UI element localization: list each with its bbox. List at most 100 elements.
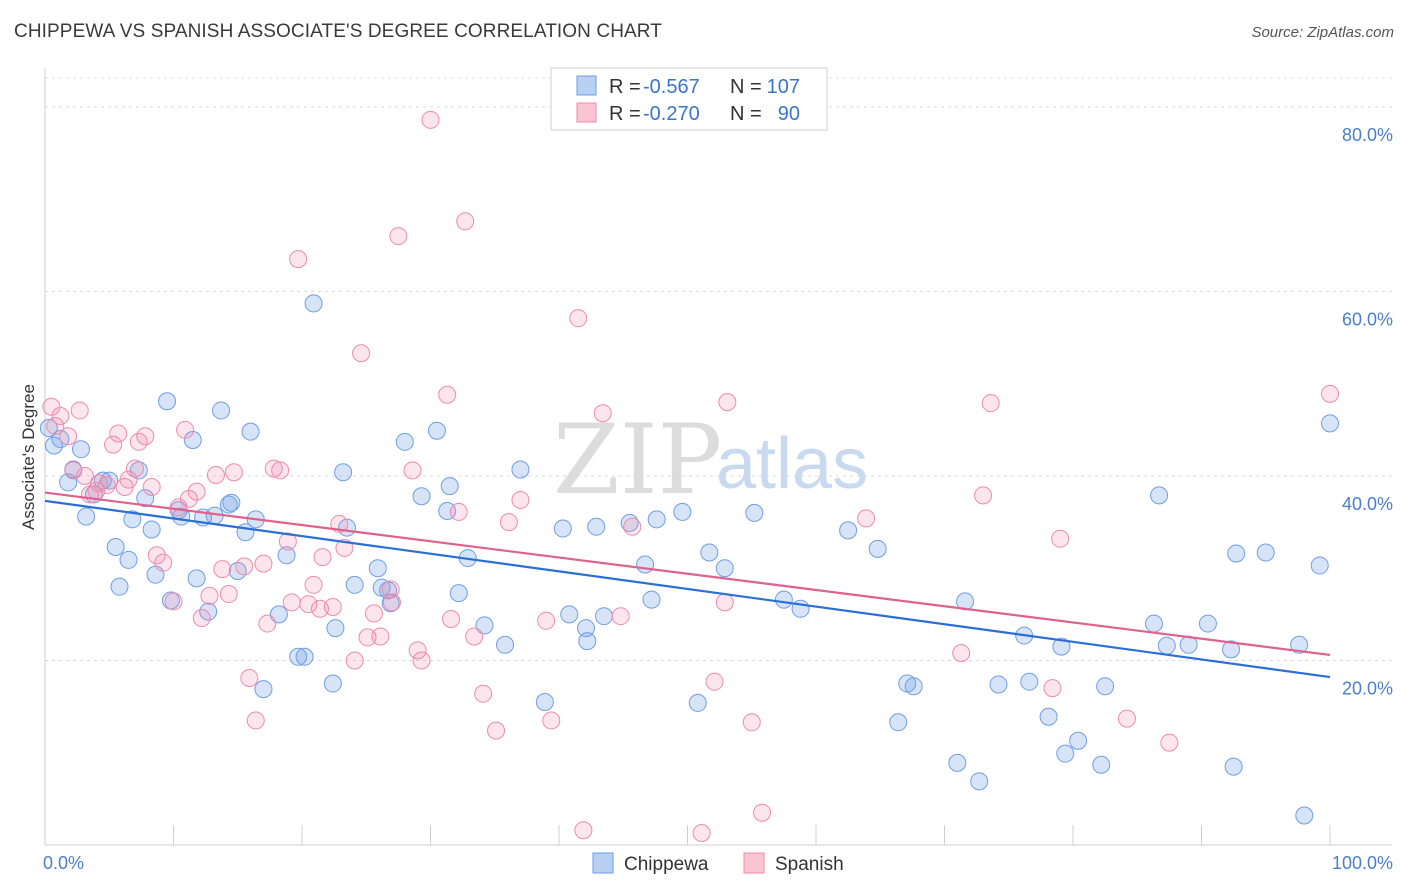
spanish-point [952,644,971,663]
legend: R = -0.567 N = 107 R = -0.270 N = 90 [550,67,828,131]
chippewa-point [106,537,125,556]
chippewa-point [100,471,119,490]
chippewa-point [553,519,572,538]
chippewa-point [123,510,142,529]
spanish-point [289,250,308,269]
chippewa-trend-line [44,499,1331,679]
spanish-point [278,532,297,551]
bottom-legend-swatch-spanish [743,852,765,874]
chart-title: CHIPPEWA VS SPANISH ASSOCIATE'S DEGREE C… [14,21,662,42]
spanish-point [358,628,377,647]
chippewa-point [1020,672,1039,691]
spanish-point [154,553,173,572]
legend-r-value-chippewa: -0.567 [643,76,700,98]
spanish-point [569,309,588,328]
chippewa-point [989,675,1008,694]
spanish-point [692,824,711,843]
chippewa-point [647,510,666,529]
chippewa-point [136,489,155,508]
spanish-point [192,609,211,628]
bottom-legend-label-chippewa: Chippewa [624,854,709,875]
watermark-zip: ZIP [553,404,722,516]
spanish-point [857,509,876,528]
spanish-point [42,397,61,416]
legend-r-value-spanish: -0.270 [643,103,700,125]
chippewa-point [158,392,177,411]
chippewa-point [71,440,90,459]
spanish-point [104,435,123,454]
spanish-point [213,560,232,579]
spanish-point [389,227,408,246]
trend-lines [44,491,1331,679]
chippewa-point [1056,744,1075,763]
spanish-point [147,546,166,565]
spanish-point [70,401,89,420]
chippewa-point [395,432,414,451]
chippewa-point [183,430,202,449]
chippewa-point [642,590,661,609]
chippewa-point [345,575,364,594]
spanish-point [345,651,364,670]
spanish-point [1051,529,1070,548]
chippewa-point [1224,757,1243,776]
spanish-point [46,417,65,436]
spanish-point [412,651,431,670]
chippewa-point [289,647,308,666]
spanish-point [187,482,206,501]
chippewa-point [326,619,345,638]
chippewa-point [889,713,908,732]
legend-r-label-chippewa: R = [609,76,641,98]
spanish-point [408,641,427,660]
chippewa-point [496,635,515,654]
spanish-point [254,554,273,573]
spanish-point [715,593,734,612]
legend-swatch-chippewa [576,75,597,96]
spanish-point [200,586,219,605]
spanish-point [499,513,518,532]
spanish-point [742,713,761,732]
spanish-point [264,459,283,478]
spanish-point [438,385,457,404]
spanish-point [421,110,440,129]
spanish-point [542,711,561,730]
spanish-point [119,470,138,489]
chippewa-point [277,546,296,565]
chippewa-point [199,602,218,621]
legend-box [550,67,828,131]
y-axis-title: Associate's Degree [19,384,38,530]
spanish-point [179,490,198,509]
chippewa-point [1295,806,1314,825]
chippewa-point [440,477,459,496]
chippewa-point [774,590,793,609]
chippewa-point [868,539,887,558]
spanish-point [364,604,383,623]
watermark-atlas: atlas [716,424,868,504]
chippewa-point [449,584,468,603]
chippewa-point [1092,755,1111,774]
spanish-point [219,585,238,604]
spanish-point [474,684,493,703]
chippewa-point [688,693,707,712]
legend-r-label-spanish: R = [609,103,641,125]
legend-swatch-spanish [576,102,597,123]
spanish-point [97,476,116,495]
spanish-point [224,463,243,482]
spanish-point [593,404,612,423]
spanish-point [511,490,530,509]
y-tick-label: 40.0% [1342,494,1393,514]
spanish-point [335,538,354,557]
spanish-point [271,461,290,480]
spanish-point [382,593,401,612]
data-points [39,110,1339,843]
spanish-point [304,575,323,594]
chippewa-point [745,503,764,522]
spanish-point [974,486,993,505]
spanish-point [59,427,78,446]
chippewa-point [587,517,606,536]
chippewa-point [715,559,734,578]
chippewa-point [1096,677,1115,696]
chippewa-point [44,436,63,455]
spanish-point [1160,733,1179,752]
spanish-point [89,474,108,493]
spanish-point [487,721,506,740]
